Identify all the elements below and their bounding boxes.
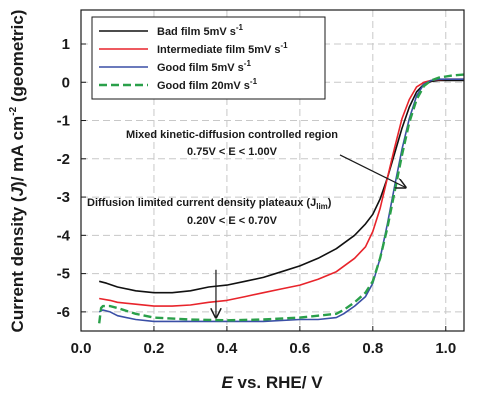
y-tick-label: -2 xyxy=(57,151,70,168)
annotation-diffusion-plateau: Diffusion limited current density platea… xyxy=(87,197,332,318)
series-line-2 xyxy=(99,78,464,307)
x-tick-label: 0.4 xyxy=(216,340,238,357)
legend-label-1: Bad film 5mV s-1 xyxy=(157,23,244,38)
y-tick-label: 1 xyxy=(62,36,70,53)
y-tick-label: -5 xyxy=(57,266,70,283)
annotation-mixed-line2: 0.75V < E < 1.00V xyxy=(187,146,278,158)
annotation-plateau-line1: Diffusion limited current density platea… xyxy=(87,197,332,211)
y-tick-label: -6 xyxy=(57,304,70,321)
x-axis-title: E vs. RHE/ V xyxy=(221,373,323,392)
series-layer xyxy=(98,73,464,324)
legend-label-4: Good film 20mV s-1 xyxy=(157,77,258,92)
axis-ticks: 0.0 0.2 0.4 0.6 0.8 1.0 1 0 -1 -2 -3 -4 -5 -6 xyxy=(57,36,457,357)
y-tick-label: 0 xyxy=(62,74,70,91)
x-tick-label: 0.6 xyxy=(289,340,310,357)
y-tick-label: -4 xyxy=(57,227,71,244)
legend-label-3: Good film 5mV s-1 xyxy=(157,59,251,74)
x-tick-label: 0.2 xyxy=(144,340,165,357)
annotation-plateau-line2: 0.20V < E < 0.70V xyxy=(187,215,278,227)
legend-label-2: Intermediate film 5mV s-1 xyxy=(157,41,288,56)
y-tick-label: -1 xyxy=(57,113,70,130)
plot-frame xyxy=(80,9,465,332)
legend: Bad film 5mV s-1 Intermediate film 5mV s-… xyxy=(91,16,326,100)
annotation-mixed-region: Mixed kinetic-diffusion controlled regio… xyxy=(126,129,406,188)
annotation-mixed-line1: Mixed kinetic-diffusion controlled regio… xyxy=(126,129,338,141)
x-tick-label: 1.0 xyxy=(435,340,456,357)
x-tick-label: 0.8 xyxy=(362,340,383,357)
y-tick-label: -3 xyxy=(57,189,70,206)
annotation-arrow-mixed xyxy=(339,154,406,188)
x-tick-label: 0.0 xyxy=(71,340,92,357)
series-line-4 xyxy=(98,73,464,324)
y-axis-title: Current density (J)/ mA cm-2 (geometric) xyxy=(8,10,27,333)
